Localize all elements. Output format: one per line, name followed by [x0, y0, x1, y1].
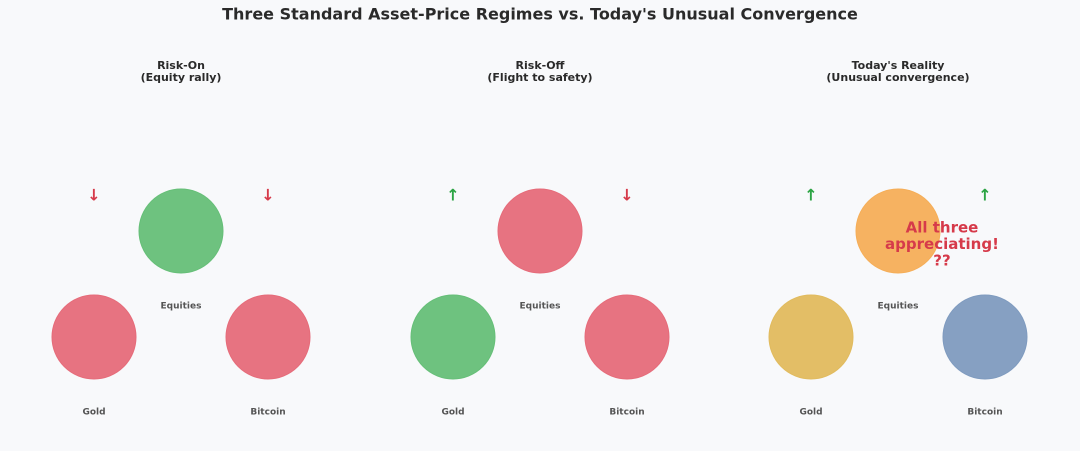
asset-circle: [942, 294, 1028, 380]
panel-title: Risk-On: [157, 59, 205, 72]
asset-circle: [225, 294, 311, 380]
panel-title: Today's Reality: [852, 59, 945, 72]
asset-circle: [584, 294, 670, 380]
panel-title: Risk-Off: [516, 59, 565, 72]
asset-label: Gold: [799, 408, 822, 418]
direction-arrow: ↑: [804, 186, 817, 205]
asset-circle: [855, 188, 941, 274]
direction-arrow: ↓: [87, 186, 100, 205]
direction-arrow: ↑: [978, 186, 991, 205]
asset-circle: [410, 294, 496, 380]
asset-label: Bitcoin: [250, 408, 285, 418]
panel-title: (Equity rally): [141, 71, 222, 84]
asset-label: Gold: [82, 408, 105, 418]
panel-title: (Flight to safety): [487, 71, 592, 84]
direction-arrow: ↓: [620, 186, 633, 205]
asset-label: Bitcoin: [967, 408, 1002, 418]
direction-arrow: ↓: [261, 186, 274, 205]
asset-circle: [497, 188, 583, 274]
annotation: appreciating!: [885, 235, 999, 253]
asset-label: Equities: [161, 302, 202, 312]
asset-label: Equities: [520, 302, 561, 312]
direction-arrow: ↑: [446, 186, 459, 205]
title: Three Standard Asset-Price Regimes vs. T…: [222, 5, 858, 24]
asset-label: Equities: [878, 302, 919, 312]
annotation: All three: [906, 219, 979, 237]
asset-circle: [138, 188, 224, 274]
asset-label: Bitcoin: [609, 408, 644, 418]
asset-label: Gold: [441, 408, 464, 418]
annotation: ??: [933, 252, 950, 270]
asset-circle: [51, 294, 137, 380]
asset-circle: [768, 294, 854, 380]
panel-title: (Unusual convergence): [826, 71, 969, 84]
